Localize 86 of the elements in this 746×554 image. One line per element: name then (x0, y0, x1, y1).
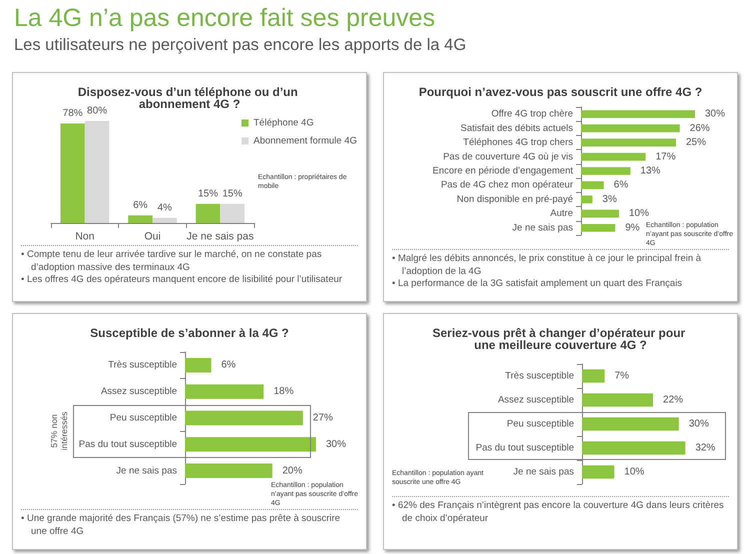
data-label: 30% (705, 108, 726, 120)
bar (60, 124, 85, 223)
data-label: 18% (274, 386, 294, 398)
y-tick-label: Pas du tout susceptible (78, 438, 177, 450)
data-label: 6% (614, 180, 628, 191)
data-label: 30% (326, 438, 346, 450)
y-tick-label: Pas du tout susceptible (476, 442, 574, 454)
x-tick-label: Oui (144, 230, 161, 242)
data-label: 26% (690, 122, 710, 134)
y-tick-label: Non disponible en pré-payé (456, 194, 573, 205)
data-label: 10% (624, 466, 644, 478)
text: • Malgré les débits annoncés, le prix constitue à ce jour le principal frein à l’adoption de la 4G (392, 253, 702, 278)
y-tick-label: Peu susceptible (506, 418, 574, 430)
text: • Les offres 4G des opérateurs manquent encore de lisibilité pour l’utilisateur (21, 274, 344, 286)
bar (582, 369, 605, 383)
data-label: 7% (614, 370, 630, 382)
y-tick-label: Je ne sais pas (513, 466, 574, 478)
chart-title: Pourquoi n’avez-vous pas souscrit une offre 4G ? (418, 85, 702, 99)
data-label: 10% (629, 208, 650, 220)
y-tick-label: Je ne sais pas (512, 222, 574, 234)
text: Les utilisateurs ne perçoivent pas encore les apports de la 4G (14, 35, 466, 56)
bar (185, 464, 272, 478)
data-label: 27% (312, 412, 334, 424)
bar (581, 210, 619, 218)
y-tick-label: Assez susceptible (100, 386, 177, 398)
bar (581, 196, 592, 204)
x-tick-label: Non (75, 230, 95, 242)
data-label: 15% (222, 188, 242, 200)
bar (581, 110, 695, 118)
legend-label: Téléphone 4G (253, 118, 314, 128)
text: • La performance de la 3G satisfait amplement un quart des Français (392, 278, 684, 290)
data-label: 13% (640, 166, 661, 176)
y-tick-label: Peu susceptible (110, 412, 177, 424)
bar (581, 167, 630, 175)
text: La 4G n’a pas encore fait ses preuves (14, 3, 436, 34)
data-label: 78% (62, 108, 83, 120)
chart-title: Susceptible de s’abonner à la 4G ? (90, 326, 289, 340)
y-tick-label: Autre (550, 208, 573, 220)
y-tick-label: Très susceptible (108, 360, 177, 371)
bar (582, 465, 614, 479)
chart-title: Seriez-vous prêt à changer d’opérateur pour une meilleure couverture 4G ? (432, 326, 689, 352)
data-label: 80% (87, 106, 108, 116)
data-label: 22% (663, 394, 684, 406)
text: • Compte tenu de leur arrivée tardive sur le marché, on ne constate pas d’adoption massive des terminaux 4G (21, 249, 323, 274)
bar (582, 441, 686, 455)
data-label: 6% (133, 200, 148, 211)
bar (220, 204, 245, 223)
bar (196, 204, 220, 223)
bar (185, 384, 264, 399)
bar (582, 417, 679, 431)
bar (581, 124, 680, 132)
bar (185, 437, 316, 452)
data-label: 25% (686, 137, 706, 148)
bar (84, 121, 110, 223)
text: • 62% des Français n’intègrent pas encore la couverture 4G dans leurs critères de choix d’opérateur (392, 500, 725, 525)
bar (185, 358, 212, 372)
bar (581, 224, 616, 232)
bar (128, 215, 152, 223)
y-tick-label: Je ne sais pas (116, 465, 178, 476)
bar (581, 181, 604, 190)
data-label: 30% (688, 418, 709, 430)
text: • Une grande majorité des Français (57%) ne s’estime pas prête à souscrire une offre 4G (21, 513, 342, 538)
y-tick-label: Satisfait des débits actuels (460, 122, 574, 134)
data-label: 32% (695, 442, 716, 454)
data-label: 9% (625, 222, 640, 234)
y-tick-label: Très susceptible (505, 370, 574, 382)
y-tick-label: Pas de couverture 4G où je vis (443, 151, 574, 162)
data-label: 4% (157, 202, 172, 214)
bar (582, 393, 654, 407)
data-label: 15% (198, 188, 218, 200)
y-tick-label: Pas de 4G chez mon opérateur (440, 180, 573, 191)
bar (581, 152, 646, 161)
legend-label: Abonnement formule 4G (253, 136, 358, 146)
text: 57% non intéressés (49, 410, 69, 453)
data-label: 17% (656, 151, 676, 162)
bar (185, 410, 303, 426)
x-tick-label: Je ne sais pas (186, 230, 254, 242)
data-label: 6% (221, 360, 236, 371)
y-tick-label: Téléphones 4G trop chers (463, 137, 574, 148)
y-tick-label: Offre 4G trop chère (491, 108, 573, 120)
y-tick-label: Assez susceptible (498, 394, 574, 406)
data-label: 3% (602, 194, 617, 205)
data-label: 20% (282, 465, 302, 476)
bar (152, 218, 177, 223)
bar (581, 138, 676, 146)
y-tick-label: Encore en période d’engagement (432, 166, 574, 176)
